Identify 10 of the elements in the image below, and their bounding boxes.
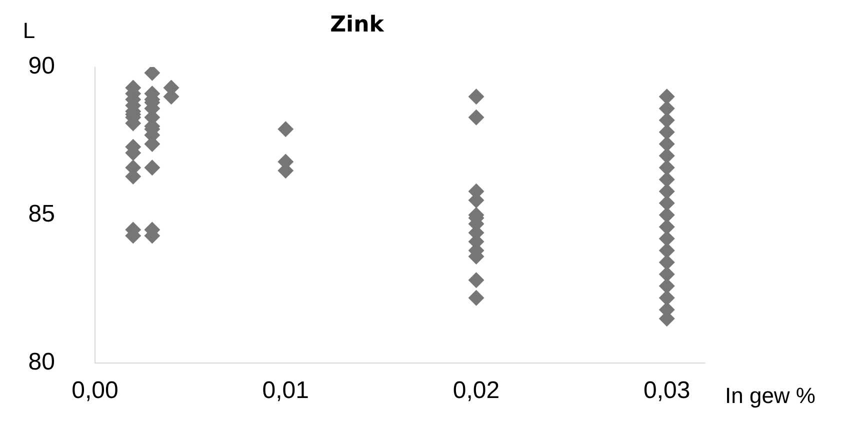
chart-title: Zink [330, 12, 386, 38]
y-tick-label: 90 [28, 52, 55, 80]
x-tick-label: 0,01 [262, 377, 309, 404]
y-tick-label: 80 [28, 348, 55, 376]
x-tick-label: 0,03 [644, 377, 690, 404]
y-tick-label: 85 [28, 200, 55, 228]
x-axis-title: In gew % [725, 383, 816, 408]
x-tick-label: 0,02 [452, 377, 500, 404]
y-axis-title: L [22, 18, 36, 44]
x-tick-label: 0,00 [72, 377, 118, 404]
